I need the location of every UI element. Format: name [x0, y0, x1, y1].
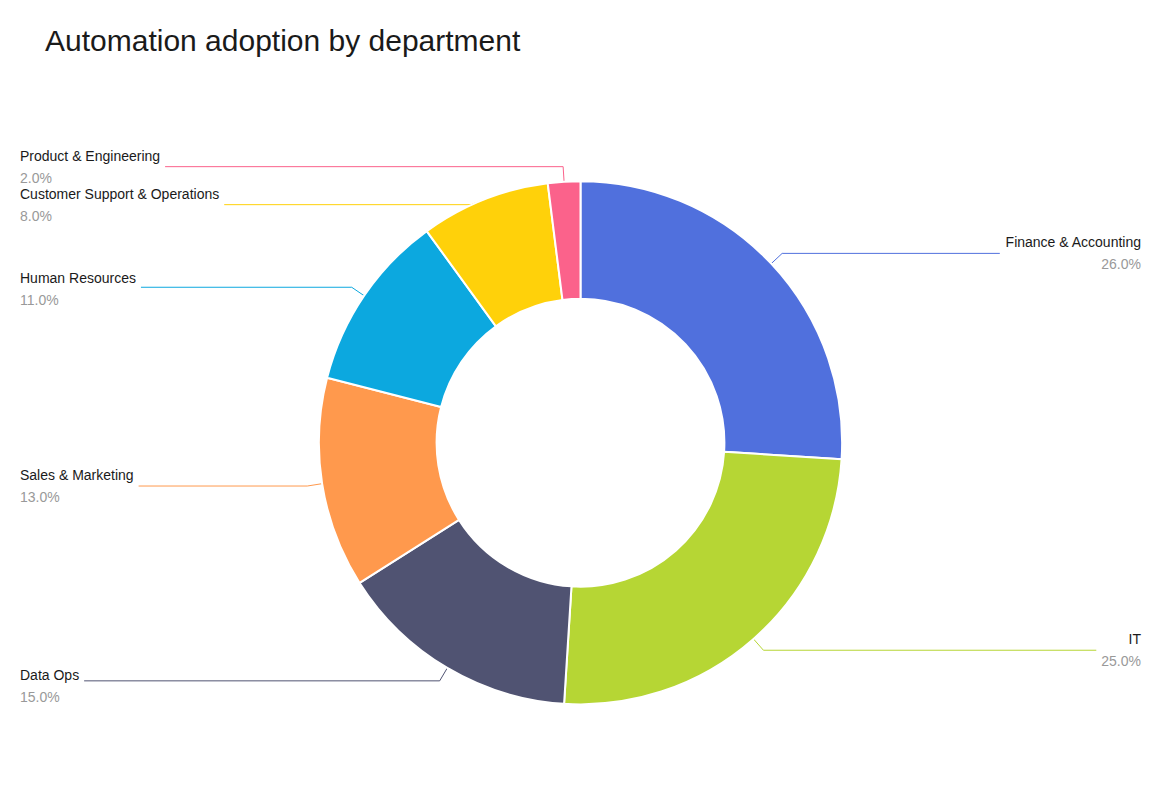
- svg-text:13.0%: 13.0%: [20, 489, 60, 505]
- svg-text:Sales & Marketing: Sales & Marketing: [20, 467, 134, 483]
- svg-text:Product & Engineering: Product & Engineering: [20, 148, 160, 164]
- svg-text:2.0%: 2.0%: [20, 170, 52, 186]
- svg-text:15.0%: 15.0%: [20, 689, 60, 705]
- svg-text:Human Resources: Human Resources: [20, 270, 136, 286]
- svg-text:Customer Support & Operations: Customer Support & Operations: [20, 186, 219, 202]
- svg-text:26.0%: 26.0%: [1101, 256, 1141, 272]
- svg-text:11.0%: 11.0%: [20, 292, 59, 308]
- svg-text:25.0%: 25.0%: [1101, 653, 1141, 669]
- svg-text:IT: IT: [1129, 631, 1142, 647]
- svg-text:Finance & Accounting: Finance & Accounting: [1006, 234, 1141, 250]
- svg-text:Data Ops: Data Ops: [20, 667, 79, 683]
- svg-text:Automation adoption by departm: Automation adoption by department: [45, 24, 521, 57]
- svg-text:8.0%: 8.0%: [20, 208, 52, 224]
